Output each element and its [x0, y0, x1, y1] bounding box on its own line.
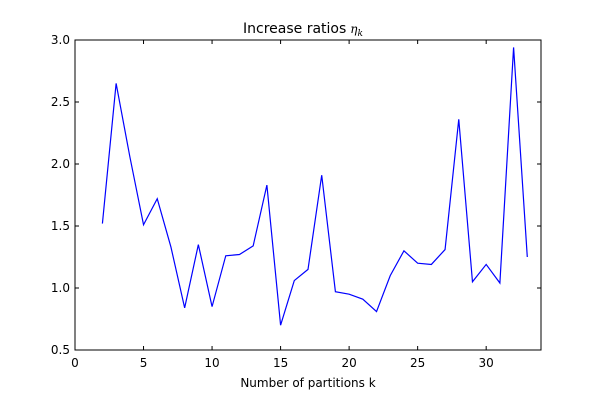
x-tick-label: 15: [273, 356, 288, 370]
x-tick-label: 5: [140, 356, 148, 370]
y-tick-label: 2.0: [51, 157, 70, 171]
y-tick-label: 1.0: [51, 281, 70, 295]
x-axis-label: Number of partitions k: [240, 376, 375, 390]
y-tick-label: 1.5: [51, 219, 70, 233]
chart-title-symbol: η: [350, 22, 358, 36]
x-tick-label: 25: [410, 356, 425, 370]
y-tick-label: 3.0: [51, 33, 70, 47]
y-tick-label: 0.5: [51, 343, 70, 357]
y-axis-ticks: 0.5 1.0 1.5 2.0 2.5 3.0: [51, 33, 541, 357]
x-tick-label: 10: [204, 356, 219, 370]
chart-title: Increase ratios ηk: [243, 21, 363, 39]
series-line: [101, 47, 528, 326]
plot-area: [101, 47, 528, 326]
chart-title-text: Increase ratios: [243, 21, 346, 37]
y-tick-label: 2.5: [51, 95, 70, 109]
x-tick-label: 20: [341, 356, 356, 370]
x-tick-label: 0: [71, 356, 79, 370]
chart-title-subscript: k: [358, 29, 363, 39]
x-tick-label: 30: [479, 356, 494, 370]
axes-frame: [74, 39, 542, 351]
x-axis-ticks: 0 5 10 15 20 25 30: [71, 40, 494, 370]
